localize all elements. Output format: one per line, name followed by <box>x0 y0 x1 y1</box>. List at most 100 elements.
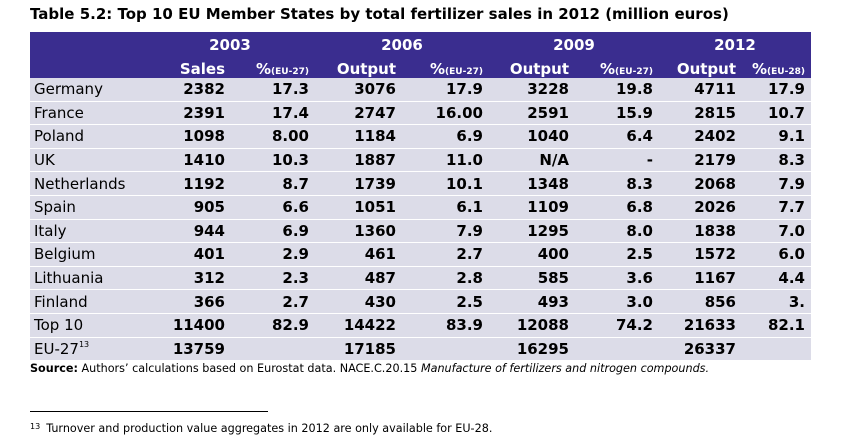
source-note: Source: Authors’ calculations based on E… <box>30 362 710 375</box>
table-row: Netherlands 1192 8.7 1739 10.1 1348 8.3 2068 7.9 <box>30 171 811 196</box>
value-cell: 366 <box>145 289 231 314</box>
value-cell: 1410 <box>145 148 231 173</box>
value-cell: 1040 <box>489 124 575 149</box>
value-cell: 1348 <box>489 171 575 196</box>
value-cell: 2591 <box>489 101 575 126</box>
year-header-2003: 2003 <box>145 32 315 58</box>
table-row: Germany 2382 17.3 3076 17.9 3228 19.8 4711 17.9 <box>30 78 811 102</box>
value-cell: 1109 <box>489 195 575 220</box>
value-cell: 14422 <box>315 313 402 338</box>
value-cell: 17.9 <box>742 78 811 102</box>
value-cell: 3.0 <box>575 289 659 314</box>
footnote-divider <box>30 411 268 412</box>
column-header: %(EU-27) <box>402 58 489 78</box>
table-row: Poland 1098 8.00 1184 6.9 1040 6.4 2402 9.1 <box>30 124 811 149</box>
country-cell: France <box>30 101 145 126</box>
header-blank-cell <box>30 32 145 58</box>
value-cell: 8.3 <box>575 171 659 196</box>
value-cell: 2402 <box>659 124 742 149</box>
column-header: %(EU-27) <box>575 58 659 78</box>
year-header-2012: 2012 <box>659 32 811 58</box>
table-body: Germany 2382 17.3 3076 17.9 3228 19.8 4711 17.9 F… <box>30 78 811 362</box>
value-cell: 10.7 <box>742 101 811 126</box>
header-blank-cell <box>30 58 145 78</box>
year-header-2006: 2006 <box>315 32 489 58</box>
value-cell: 8.3 <box>742 148 811 173</box>
value-cell <box>575 337 659 362</box>
value-cell: 3. <box>742 289 811 314</box>
value-cell: 19.8 <box>575 78 659 102</box>
footnote-mark: 13 <box>30 422 41 431</box>
column-header: %(EU-28) <box>742 58 811 78</box>
value-cell: 6.0 <box>742 242 811 267</box>
value-cell: 11400 <box>145 313 231 338</box>
value-cell: 430 <box>315 289 402 314</box>
value-cell: 1360 <box>315 219 402 244</box>
value-cell: 585 <box>489 266 575 291</box>
value-cell: 2391 <box>145 101 231 126</box>
value-cell: 15.9 <box>575 101 659 126</box>
value-cell: 2.8 <box>402 266 489 291</box>
value-cell: 944 <box>145 219 231 244</box>
country-cell: Finland <box>30 289 145 314</box>
table-row: Spain 905 6.6 1051 6.1 1109 6.8 2026 7.7 <box>30 195 811 220</box>
year-header-row: 2003 2006 2009 2012 <box>30 32 811 58</box>
country-cell: Belgium <box>30 242 145 267</box>
value-cell: 16295 <box>489 337 575 362</box>
value-cell: 1192 <box>145 171 231 196</box>
value-cell: 487 <box>315 266 402 291</box>
column-header: Output <box>659 58 742 78</box>
value-cell: 26337 <box>659 337 742 362</box>
footnote-text: Turnover and production value aggregates… <box>46 422 493 435</box>
value-cell: 3076 <box>315 78 402 102</box>
value-cell: 401 <box>145 242 231 267</box>
value-cell: 400 <box>489 242 575 267</box>
value-cell: 2068 <box>659 171 742 196</box>
country-cell: Germany <box>30 78 145 102</box>
value-cell: 10.3 <box>231 148 315 173</box>
country-cell: Top 10 <box>30 313 145 338</box>
value-cell: 3228 <box>489 78 575 102</box>
country-cell: Poland <box>30 124 145 149</box>
value-cell: 1184 <box>315 124 402 149</box>
column-header: Output <box>315 58 402 78</box>
value-cell: 21633 <box>659 313 742 338</box>
value-cell: 7.7 <box>742 195 811 220</box>
value-cell: 8.0 <box>575 219 659 244</box>
value-cell: 6.6 <box>231 195 315 220</box>
footnote: 13 Turnover and production value aggregat… <box>30 422 492 435</box>
column-header: Sales <box>145 58 231 78</box>
value-cell: 7.0 <box>742 219 811 244</box>
value-cell: 1098 <box>145 124 231 149</box>
value-cell: 17.3 <box>231 78 315 102</box>
table-row: Finland 366 2.7 430 2.5 493 3.0 856 3. <box>30 289 811 314</box>
value-cell: 74.2 <box>575 313 659 338</box>
table-row: Belgium 401 2.9 461 2.7 400 2.5 1572 6.0 <box>30 242 811 267</box>
year-header-2009: 2009 <box>489 32 659 58</box>
value-cell: 2747 <box>315 101 402 126</box>
value-cell <box>742 337 811 362</box>
value-cell: 11.0 <box>402 148 489 173</box>
value-cell: 7.9 <box>742 171 811 196</box>
value-cell: 7.9 <box>402 219 489 244</box>
value-cell: 1051 <box>315 195 402 220</box>
value-cell: 3.6 <box>575 266 659 291</box>
table-title: Table 5.2: Top 10 EU Member States by to… <box>30 5 729 23</box>
value-cell: 12088 <box>489 313 575 338</box>
value-cell: 9.1 <box>742 124 811 149</box>
column-header: Output <box>489 58 575 78</box>
value-cell: 905 <box>145 195 231 220</box>
value-cell: 16.00 <box>402 101 489 126</box>
value-cell: 82.9 <box>231 313 315 338</box>
value-cell: 4711 <box>659 78 742 102</box>
value-cell: 6.4 <box>575 124 659 149</box>
column-header-row: Sales %(EU-27) Output %(EU-27) Output %(… <box>30 58 811 78</box>
fertilizer-sales-table: 2003 2006 2009 2012 Sales %(EU-27) Outpu… <box>30 32 811 362</box>
value-cell: 13759 <box>145 337 231 362</box>
value-cell: 2.5 <box>402 289 489 314</box>
value-cell: 312 <box>145 266 231 291</box>
value-cell: 1167 <box>659 266 742 291</box>
value-cell: 6.9 <box>231 219 315 244</box>
country-cell: Italy <box>30 219 145 244</box>
table-row: UK 1410 10.3 1887 11.0 N/A -2179 8.3 <box>30 148 811 173</box>
